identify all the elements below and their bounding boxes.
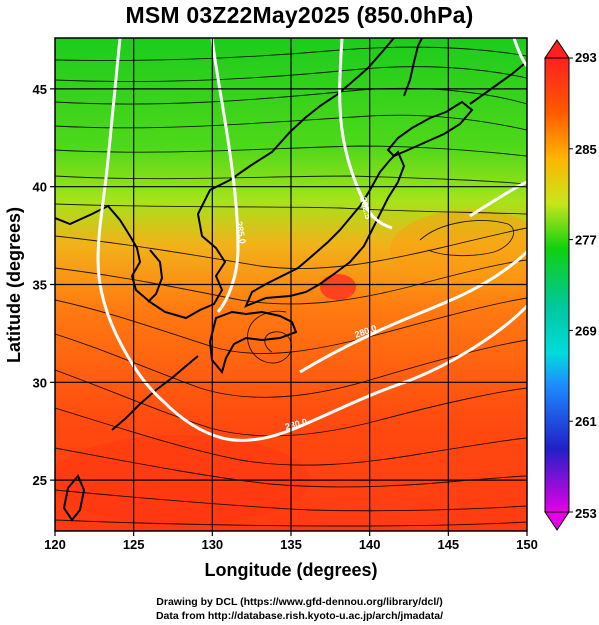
- streamline-5: [55, 145, 527, 157]
- colorbar-ticks: 293 285 277 269 261 253: [569, 50, 597, 521]
- contour-label: 285.0: [234, 221, 248, 245]
- coast-kyushu-shikoku: [208, 310, 298, 375]
- x-tick-label: 125: [123, 537, 145, 552]
- streamline-14: [55, 447, 527, 488]
- coast-korea: [147, 249, 164, 303]
- colorbar-tick-label: 277: [575, 233, 597, 248]
- coast-taiwan: [62, 474, 86, 522]
- streamline-15: [55, 489, 527, 512]
- coast-kurils: [469, 63, 525, 105]
- warm-core-central-japan: [320, 274, 356, 300]
- streamline-8: [55, 227, 527, 270]
- warm-region-northeast: [390, 210, 527, 290]
- anticyclonic-circulation: [419, 220, 515, 257]
- credit-drawing: Drawing by DCL (https://www.gfd-dennou.o…: [156, 596, 443, 608]
- streamline-2: [55, 66, 527, 82]
- streamline-16: [55, 519, 527, 527]
- y-tick-label: 30: [33, 375, 47, 390]
- contour-middle-band: [299, 250, 527, 374]
- colorbar-tick-label: 293: [575, 50, 597, 65]
- coast-sakhalin: [403, 38, 423, 97]
- streamline-7: [55, 203, 527, 215]
- map-title: MSM 03Z22May2025 (850.0hPa): [125, 2, 474, 28]
- streamline-6: [55, 175, 527, 185]
- credit-data: Data from http://database.rish.kyoto-u.a…: [155, 610, 444, 622]
- y-tick-label: 40: [33, 180, 47, 195]
- contours: [96, 38, 527, 442]
- coast-honshu: [244, 150, 406, 308]
- contour-northeast: [512, 38, 527, 67]
- colorbar-tick-label: 253: [575, 506, 597, 521]
- x-tick-label: 145: [437, 537, 459, 552]
- colorbar-top-arrow: [544, 39, 570, 59]
- colorbar-tick-label: 261: [575, 414, 597, 429]
- streamline-11: [55, 333, 527, 398]
- y-tick-label: 25: [33, 473, 47, 488]
- colorbar-tick-label: 285: [575, 142, 597, 157]
- colorbar-bottom-arrow: [544, 511, 570, 531]
- colorbar-bar: [544, 57, 570, 513]
- contour-west-meander: [96, 38, 527, 442]
- x-tick-label: 130: [201, 537, 223, 552]
- coastlines: [55, 38, 525, 522]
- streamline-13: [55, 407, 527, 466]
- y-tick-label: 45: [33, 82, 47, 97]
- coast-hokkaido: [386, 100, 474, 158]
- cyclonic-circulation: [247, 310, 292, 364]
- coast-asia-mainland: [55, 38, 395, 320]
- streamline-4: [55, 114, 527, 131]
- x-tick-label: 120: [44, 537, 66, 552]
- x-tick-label: 135: [280, 537, 302, 552]
- y-axis-label: Latitude (degrees): [4, 207, 24, 363]
- x-tick-label: 140: [359, 537, 381, 552]
- streamline-1: [55, 46, 527, 61]
- y-axis: 25 30 35 40 45: [33, 82, 55, 488]
- coast-ryukyu: [111, 355, 199, 431]
- streamline-3: [55, 87, 527, 105]
- colorbar: 293 285 277 269 261 253: [544, 39, 597, 531]
- gridlines: [55, 38, 527, 531]
- x-axis-label: Longitude (degrees): [204, 560, 377, 580]
- x-tick-label: 150: [516, 537, 538, 552]
- streamline-9: [55, 259, 527, 305]
- y-tick-label: 35: [33, 278, 47, 293]
- x-axis: 120 125 130 135 140 145 150: [44, 531, 538, 552]
- colorbar-tick-label: 269: [575, 323, 597, 338]
- contour-warm-ring: [469, 180, 527, 218]
- contour-east: [338, 38, 393, 230]
- plot-area: 285.0 282.5 280.0 280.0: [55, 38, 527, 531]
